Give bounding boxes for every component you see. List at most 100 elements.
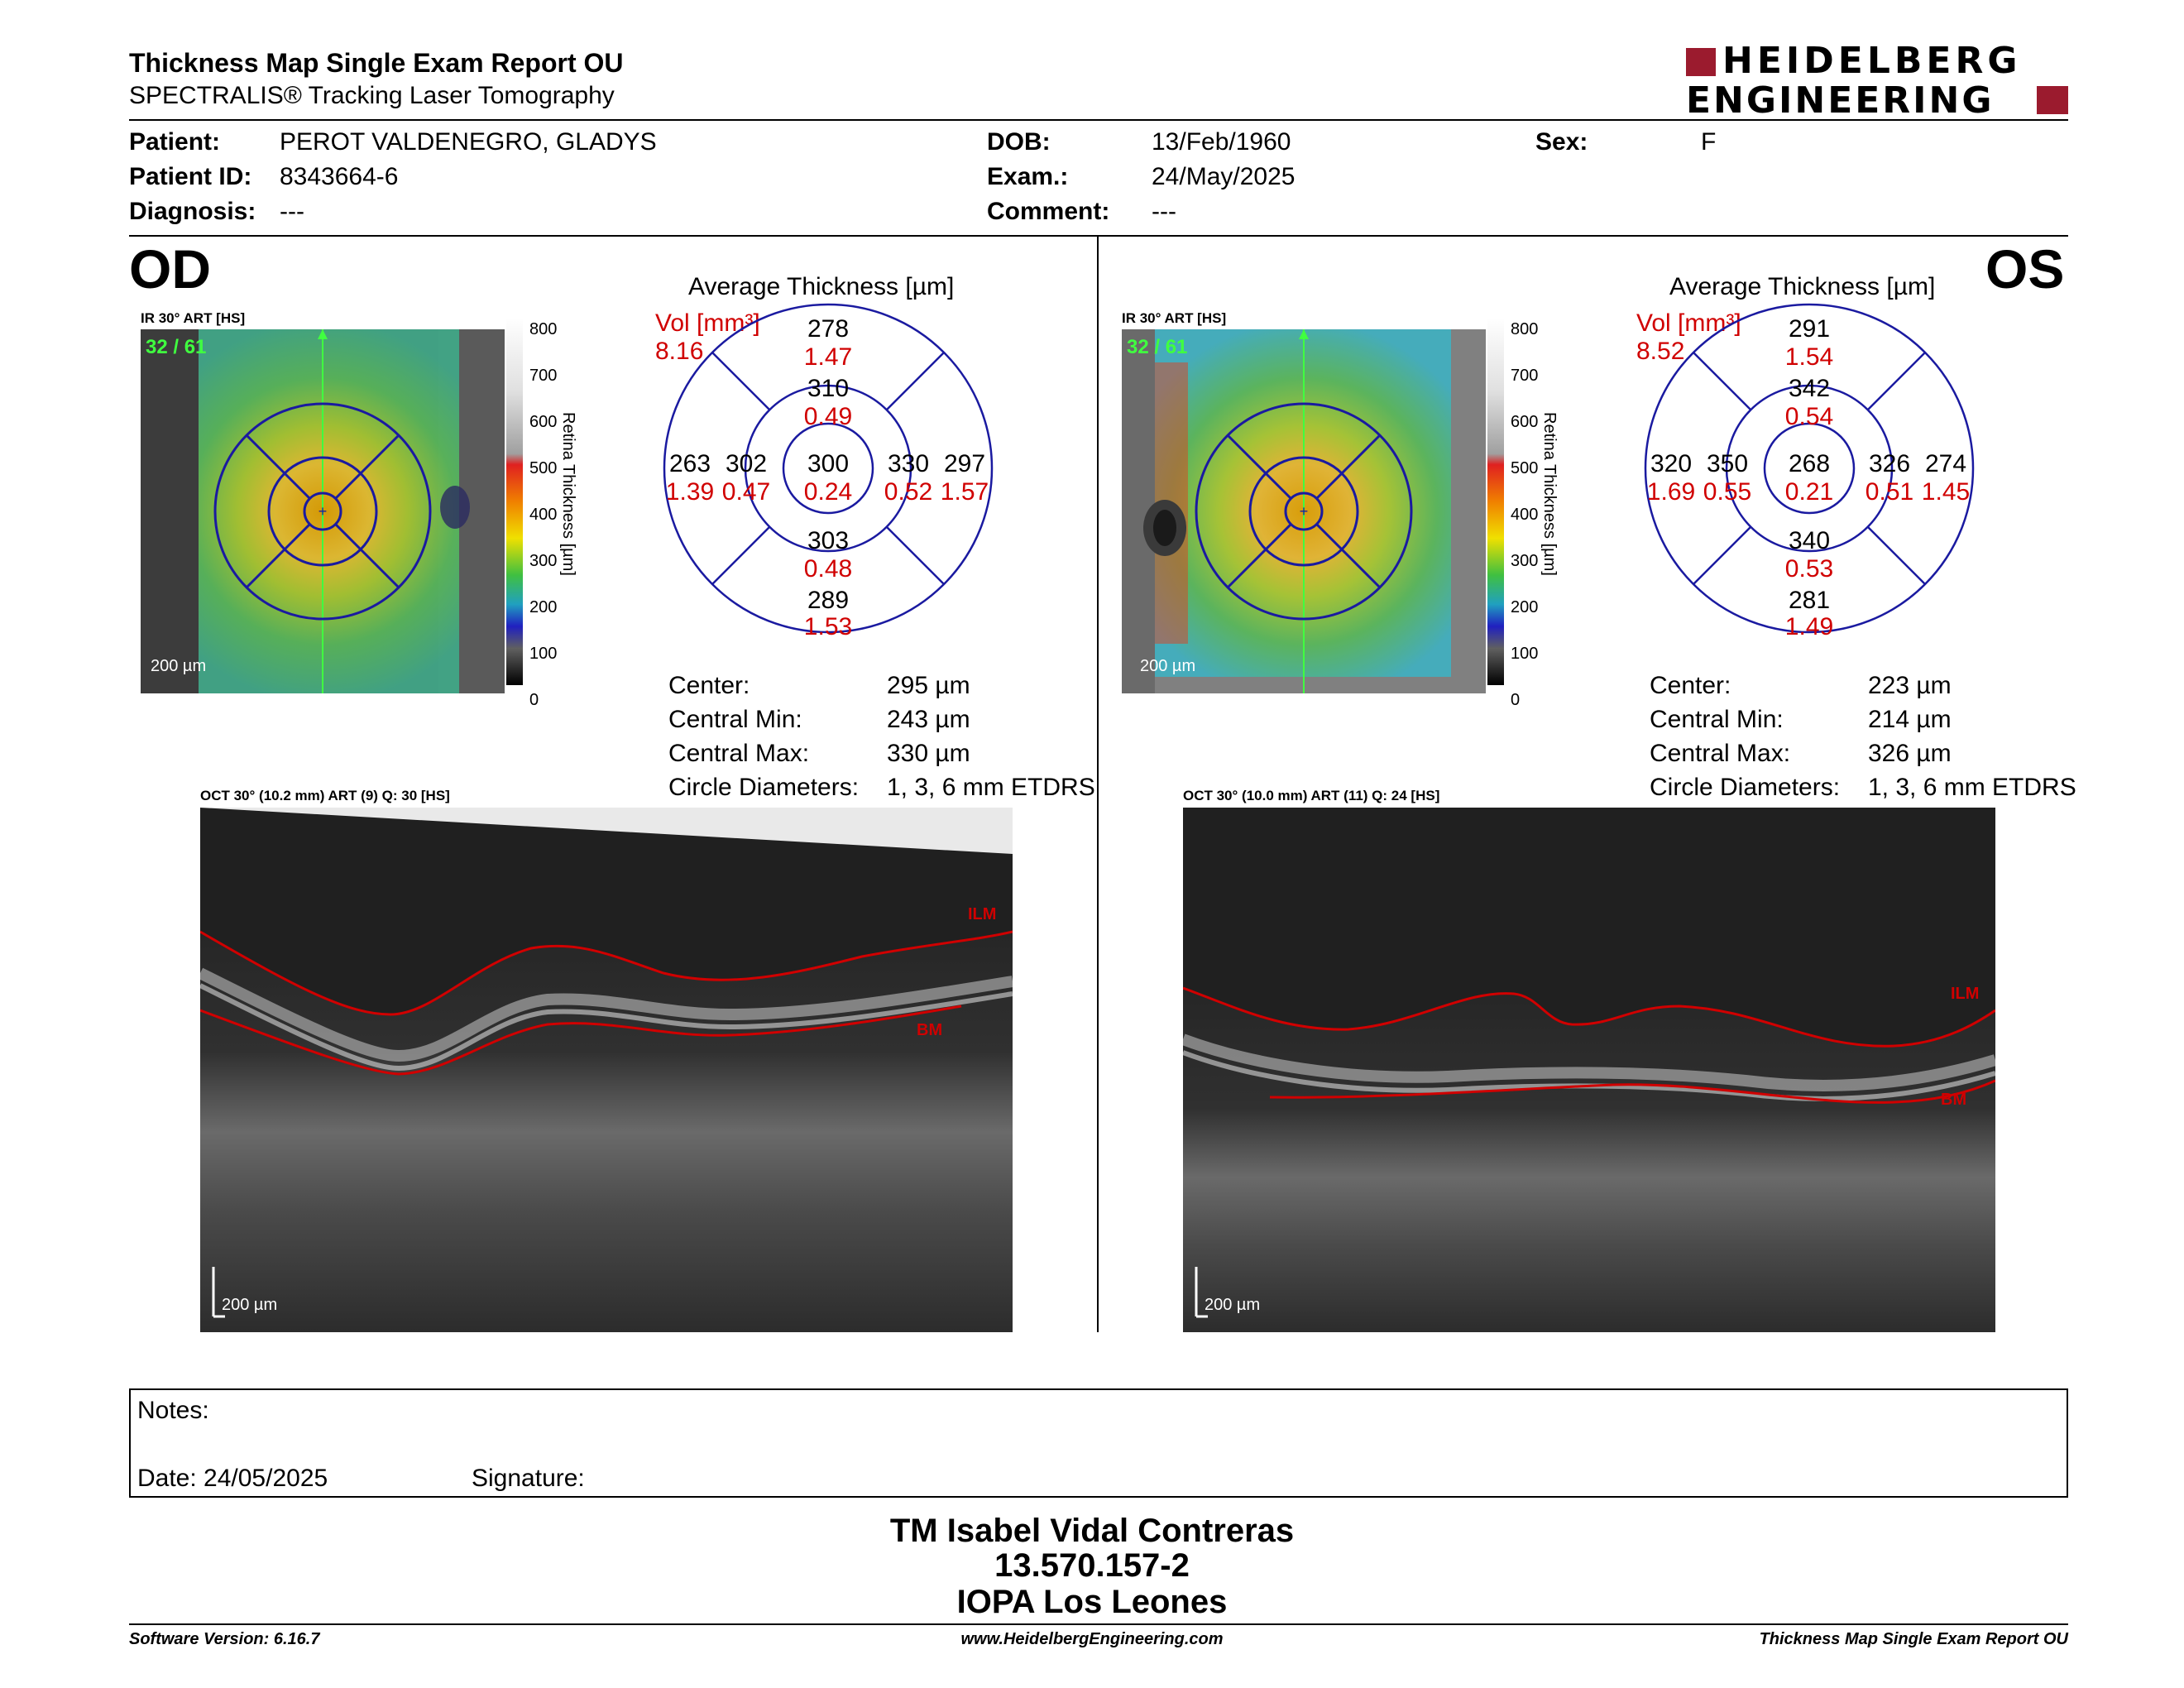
os-tick-700: 700 bbox=[1511, 367, 1539, 385]
svg-text:+: + bbox=[318, 503, 328, 520]
os-ir-scale: 200 µm bbox=[1140, 657, 1196, 675]
os-inner-left-thickness: 350 bbox=[1706, 450, 1749, 477]
od-inner-inf-volume: 0.48 bbox=[803, 555, 853, 583]
od-outer-right-volume: 1.57 bbox=[940, 478, 989, 506]
od-tick-500: 500 bbox=[529, 459, 558, 477]
od-center-thickness: 300 bbox=[807, 450, 850, 477]
os-oct-label: OCT 30° (10.0 mm) ART (11) Q: 24 [HS] bbox=[1183, 788, 1440, 803]
os-outer-sup-volume: 1.54 bbox=[1784, 343, 1834, 371]
od-tick-200: 200 bbox=[529, 598, 558, 616]
od-vol-value: 8.16 bbox=[655, 338, 704, 365]
od-stats-values: 295 µm 243 µm 330 µm 1, 3, 6 mm ETDRS bbox=[887, 669, 1095, 804]
footer-report-name: Thickness Map Single Exam Report OU bbox=[1759, 1630, 2068, 1648]
os-tick-400: 400 bbox=[1511, 506, 1539, 524]
exam-value: 24/May/2025 bbox=[1152, 163, 1296, 190]
od-avg-title: Average Thickness [µm] bbox=[688, 273, 955, 300]
dob-value: 13/Feb/1960 bbox=[1152, 128, 1291, 156]
od-outer-sup-volume: 1.47 bbox=[803, 343, 853, 371]
patient-label: Patient: bbox=[129, 128, 221, 156]
od-tick-0: 0 bbox=[529, 691, 539, 709]
od-tick-800: 800 bbox=[529, 320, 558, 338]
os-central-min-label: Central Min: bbox=[1650, 706, 1784, 733]
od-thickness-map: + 32 / 61 200 µm bbox=[141, 329, 505, 693]
od-inner-left-thickness: 302 bbox=[725, 450, 768, 477]
od-tick-300: 300 bbox=[529, 552, 558, 570]
od-colorbar-title-text: Retina Thickness [µm] bbox=[559, 412, 577, 576]
exam-label: Exam.: bbox=[987, 163, 1069, 190]
od-inner-sup-thickness: 310 bbox=[807, 375, 850, 402]
od-central-max-label: Central Max: bbox=[668, 740, 810, 767]
footer-divider bbox=[129, 1623, 2068, 1625]
os-inner-sup-volume: 0.54 bbox=[1784, 403, 1834, 430]
od-tick-100: 100 bbox=[529, 645, 558, 663]
notes-box: Notes: Date: 24/05/2025 Signature: bbox=[129, 1388, 2068, 1498]
od-colorbar-ticks: 800 700 600 500 400 300 200 100 0 bbox=[529, 306, 557, 723]
od-center-value: 295 µm bbox=[887, 672, 970, 699]
os-thickness-map: + 32 / 61 200 µm bbox=[1122, 329, 1486, 693]
od-tick-400: 400 bbox=[529, 506, 558, 524]
od-outer-left-volume: 1.39 bbox=[665, 478, 715, 506]
os-inner-inf-volume: 0.53 bbox=[1784, 555, 1834, 583]
header-divider bbox=[129, 119, 2068, 121]
os-center-thickness: 268 bbox=[1788, 450, 1831, 477]
signer-name: TM Isabel Vidal Contreras bbox=[889, 1513, 1295, 1549]
od-outer-inf-volume: 1.53 bbox=[803, 613, 853, 640]
os-center-value: 223 µm bbox=[1868, 672, 1952, 699]
os-avg-title: Average Thickness [µm] bbox=[1669, 273, 1936, 300]
os-central-max-label: Central Max: bbox=[1650, 740, 1791, 767]
od-outer-left-thickness: 263 bbox=[668, 450, 711, 477]
os-outer-right-volume: 1.45 bbox=[1921, 478, 1971, 506]
sex-label: Sex: bbox=[1535, 128, 1588, 156]
os-tick-0: 0 bbox=[1511, 691, 1521, 709]
os-colorbar-title-text: Retina Thickness [µm] bbox=[1540, 412, 1559, 576]
od-inner-left-volume: 0.47 bbox=[721, 478, 771, 506]
os-outer-right-thickness: 274 bbox=[1924, 450, 1967, 477]
website-link[interactable]: www.HeidelbergEngineering.com bbox=[960, 1630, 1224, 1648]
od-bm-label: BM bbox=[917, 1021, 943, 1039]
od-outer-right-thickness: 297 bbox=[943, 450, 986, 477]
os-vol-label: Vol [mm³] bbox=[1636, 309, 1741, 337]
os-inner-right-volume: 0.51 bbox=[1865, 478, 1914, 506]
od-oct-label: OCT 30° (10.2 mm) ART (9) Q: 30 [HS] bbox=[200, 788, 450, 803]
od-inner-sup-volume: 0.49 bbox=[803, 403, 853, 430]
patient-id-value: 8343664-6 bbox=[280, 163, 399, 190]
diagnosis-label: Diagnosis: bbox=[129, 198, 256, 225]
os-eye-label: OS bbox=[1985, 238, 2065, 300]
signer-id: 13.570.157-2 bbox=[994, 1547, 1190, 1584]
notes-date: Date: 24/05/2025 bbox=[137, 1465, 328, 1492]
od-colorbar bbox=[506, 318, 523, 685]
patient-divider bbox=[129, 235, 2068, 237]
os-inner-left-volume: 0.55 bbox=[1703, 478, 1752, 506]
os-tick-500: 500 bbox=[1511, 459, 1539, 477]
os-central-min-value: 214 µm bbox=[1868, 706, 1952, 733]
signer-org: IOPA Los Leones bbox=[956, 1584, 1228, 1620]
os-bm-label: BM bbox=[1941, 1091, 1967, 1109]
os-tick-100: 100 bbox=[1511, 645, 1539, 663]
os-ilm-label: ILM bbox=[1951, 985, 1980, 1003]
os-vol-value: 8.52 bbox=[1636, 338, 1685, 365]
report-subtitle: SPECTRALIS® Tracking Laser Tomography bbox=[129, 82, 615, 109]
os-tick-300: 300 bbox=[1511, 552, 1539, 570]
os-ir-label: IR 30° ART [HS] bbox=[1122, 310, 1227, 326]
od-inner-right-thickness: 330 bbox=[887, 450, 930, 477]
os-frame-counter: 32 / 61 bbox=[1127, 336, 1188, 358]
os-central-max-value: 326 µm bbox=[1868, 740, 1952, 767]
od-ilm-label: ILM bbox=[968, 905, 997, 923]
os-oct-scale: 200 µm bbox=[1205, 1296, 1261, 1314]
os-inner-inf-thickness: 340 bbox=[1788, 527, 1831, 554]
sex-value: F bbox=[1701, 128, 1717, 156]
od-etdrs-grid: 278 1.47 310 0.49 263 1.39 302 0.47 300 … bbox=[662, 302, 994, 640]
os-outer-inf-thickness: 281 bbox=[1788, 587, 1831, 614]
od-inner-right-volume: 0.52 bbox=[884, 478, 933, 506]
dob-label: DOB: bbox=[987, 128, 1051, 156]
os-tick-800: 800 bbox=[1511, 320, 1539, 338]
logo-red-square-top bbox=[1686, 48, 1716, 76]
od-oct-scan: ILM BM 200 µm bbox=[200, 808, 1013, 1332]
notes-label: Notes: bbox=[137, 1397, 209, 1424]
svg-text:+: + bbox=[1300, 503, 1309, 520]
od-eye-label: OD bbox=[129, 238, 211, 300]
os-stats-labels: Center: Central Min: Central Max: Circle… bbox=[1650, 669, 1840, 804]
comment-label: Comment: bbox=[987, 198, 1110, 225]
od-ir-label: IR 30° ART [HS] bbox=[141, 310, 246, 326]
os-circle-diam-value: 1, 3, 6 mm ETDRS bbox=[1868, 774, 2076, 801]
